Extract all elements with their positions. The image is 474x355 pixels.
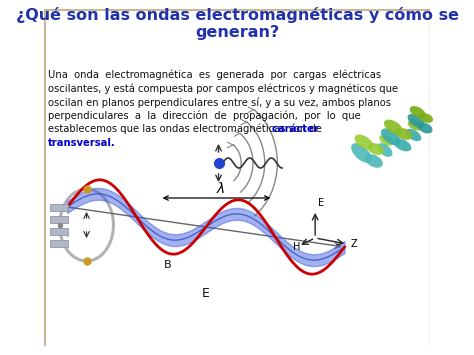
FancyBboxPatch shape (50, 216, 68, 223)
Text: E: E (202, 287, 210, 300)
Text: E: E (318, 198, 324, 208)
Text: ¿Qué son las ondas electromagnéticas y cómo se
generan?: ¿Qué son las ondas electromagnéticas y c… (16, 7, 458, 40)
Ellipse shape (418, 122, 433, 133)
Ellipse shape (406, 129, 421, 141)
Ellipse shape (394, 138, 411, 151)
FancyBboxPatch shape (50, 228, 68, 235)
Ellipse shape (419, 113, 433, 123)
Ellipse shape (365, 154, 383, 168)
Ellipse shape (379, 135, 394, 146)
Ellipse shape (377, 143, 392, 157)
Text: B: B (164, 260, 172, 270)
Ellipse shape (410, 106, 426, 118)
Text: oscilan en planos perpendiculares entre sí, y a su vez, ambos planos: oscilan en planos perpendiculares entre … (48, 97, 391, 108)
Text: carácter: carácter (48, 124, 319, 134)
Text: Una  onda  electromagnética  es  generada  por  cargas  eléctricas: Una onda electromagnética es generada po… (48, 70, 381, 81)
Text: oscilantes, y está compuesta por campos eléctricos y magnéticos que: oscilantes, y está compuesta por campos … (48, 83, 398, 94)
Ellipse shape (355, 135, 374, 149)
Ellipse shape (351, 143, 372, 163)
FancyBboxPatch shape (50, 204, 68, 211)
Text: perpendiculares  a  la  dirección  de  propagación,  por  lo  que: perpendiculares a la dirección de propag… (48, 110, 361, 121)
Text: λ: λ (217, 182, 225, 196)
Text: establecemos que las ondas electromagnéticas son de: establecemos que las ondas electromagnét… (48, 124, 325, 135)
Text: Z: Z (350, 239, 357, 249)
Ellipse shape (408, 114, 424, 128)
Ellipse shape (367, 143, 384, 155)
Ellipse shape (384, 120, 403, 135)
Ellipse shape (408, 120, 422, 131)
FancyBboxPatch shape (50, 240, 68, 247)
Ellipse shape (381, 129, 401, 146)
Ellipse shape (396, 128, 412, 140)
Text: H: H (293, 242, 301, 252)
Text: transversal.: transversal. (48, 137, 116, 147)
